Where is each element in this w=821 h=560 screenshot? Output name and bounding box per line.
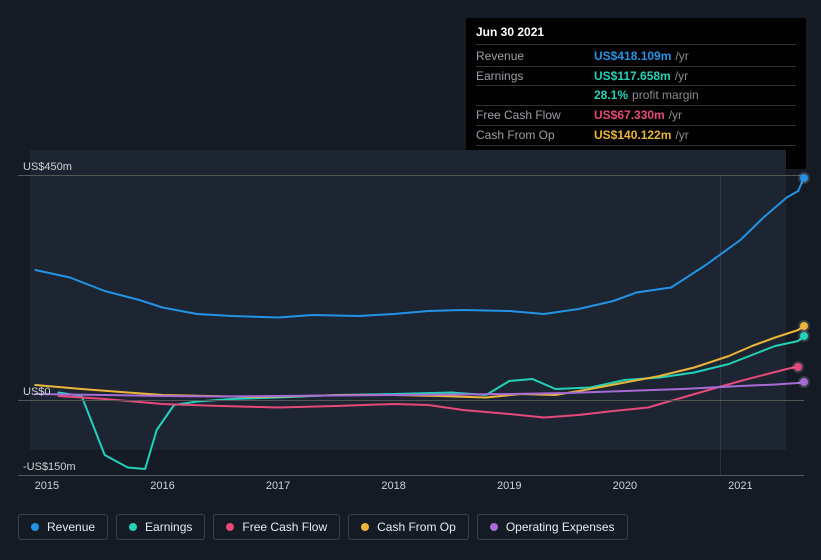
y-axis-label: US$450m <box>23 161 72 173</box>
tooltip-label: Earnings <box>476 68 594 85</box>
legend-dot-icon <box>226 523 234 531</box>
legend-item[interactable]: Earnings <box>116 514 205 540</box>
x-axis-label: 2019 <box>497 480 521 492</box>
x-axis-label: 2017 <box>266 480 290 492</box>
legend-label: Earnings <box>145 520 192 534</box>
series-end-marker <box>800 378 808 386</box>
tooltip-label: Free Cash Flow <box>476 107 594 124</box>
tooltip-row: EarningsUS$117.658m/yr <box>476 67 796 87</box>
legend-item[interactable]: Cash From Op <box>348 514 469 540</box>
tooltip-label: Cash From Op <box>476 127 594 144</box>
hover-tooltip: Jun 30 2021 RevenueUS$418.109m/yrEarning… <box>466 18 806 169</box>
x-axis-label: 2015 <box>35 480 59 492</box>
legend-label: Cash From Op <box>377 520 456 534</box>
tooltip-label: Revenue <box>476 48 594 65</box>
legend-label: Operating Expenses <box>506 520 615 534</box>
series-line <box>35 178 804 318</box>
x-axis-label: 2021 <box>728 480 752 492</box>
series-end-marker <box>800 332 808 340</box>
legend-item[interactable]: Revenue <box>18 514 108 540</box>
chart-lines-svg <box>18 175 804 475</box>
tooltip-unit: profit margin <box>632 88 699 102</box>
legend-dot-icon <box>490 523 498 531</box>
tooltip-unit: /yr <box>675 69 688 83</box>
legend-item[interactable]: Free Cash Flow <box>213 514 340 540</box>
legend-dot-icon <box>31 523 39 531</box>
tooltip-value: US$67.330m <box>594 108 665 122</box>
tooltip-date: Jun 30 2021 <box>476 24 796 45</box>
series-line <box>59 336 805 469</box>
legend-label: Free Cash Flow <box>242 520 327 534</box>
tooltip-row: 28.1% profit margin <box>476 86 796 106</box>
legend: Revenue Earnings Free Cash Flow Cash From O… <box>18 514 628 540</box>
legend-dot-icon <box>361 523 369 531</box>
x-axis-label: 2016 <box>150 480 174 492</box>
tooltip-value: US$117.658m <box>594 69 671 83</box>
tooltip-value: US$418.109m <box>594 49 671 63</box>
x-axis-labels: 2015 2016 2017 2018 2019 2020 2021 <box>18 480 804 500</box>
legend-item[interactable]: Operating Expenses <box>477 514 628 540</box>
tooltip-value: US$140.122m <box>594 128 671 142</box>
legend-label: Revenue <box>47 520 95 534</box>
series-line <box>35 326 804 398</box>
series-end-marker <box>800 322 808 330</box>
tooltip-unit: /yr <box>675 128 688 142</box>
y-axis-label: US$0 <box>23 386 51 398</box>
tooltip-unit: /yr <box>669 108 682 122</box>
tooltip-row: Free Cash FlowUS$67.330m/yr <box>476 106 796 126</box>
legend-dot-icon <box>129 523 137 531</box>
tooltip-value: 28.1% <box>594 88 628 102</box>
x-axis-label: 2018 <box>381 480 405 492</box>
gridline <box>18 175 804 176</box>
x-axis-label: 2020 <box>613 480 637 492</box>
gridline <box>18 475 804 476</box>
gridline <box>18 400 804 401</box>
series-end-marker <box>794 363 802 371</box>
series-end-marker <box>800 174 808 182</box>
tooltip-unit: /yr <box>675 49 688 63</box>
tooltip-row: RevenueUS$418.109m/yr <box>476 47 796 67</box>
tooltip-row: Cash From OpUS$140.122m/yr <box>476 126 796 146</box>
y-axis-label: -US$150m <box>23 461 76 473</box>
tooltip-label <box>476 87 594 104</box>
